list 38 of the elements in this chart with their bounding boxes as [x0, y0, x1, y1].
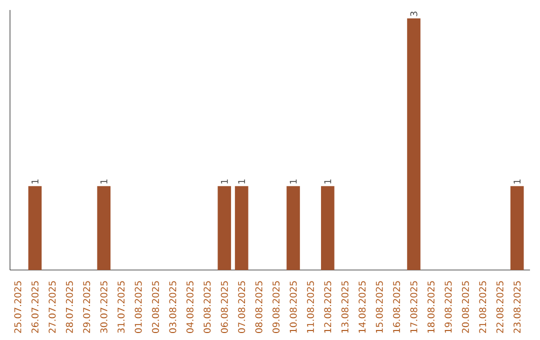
x-tick-label: 11.08.2025 — [306, 281, 314, 333]
x-tick-label: 02.08.2025 — [152, 281, 160, 333]
data-label: 1 — [290, 179, 297, 184]
x-tick-label: 09.08.2025 — [272, 281, 280, 333]
x-tick-label: 26.07.2025 — [31, 281, 38, 333]
data-label: 1 — [220, 179, 228, 184]
x-tick-label: 23.08.2025 — [514, 281, 521, 333]
x-tick-label: 19.08.2025 — [444, 281, 452, 333]
x-tick-label: 06.08.2025 — [220, 281, 228, 333]
x-tick-label: 12.08.2025 — [324, 281, 332, 333]
x-tick-label: 30.07.2025 — [100, 281, 108, 333]
x-tick-label: 25.07.2025 — [14, 281, 22, 333]
data-label: 1 — [238, 179, 245, 184]
x-tick-label: 27.07.2025 — [48, 281, 56, 333]
x-tick-label: 08.08.2025 — [255, 281, 262, 333]
data-label: 1 — [32, 179, 38, 184]
x-tick-label: 10.08.2025 — [290, 281, 297, 333]
x-tick-label: 29.07.2025 — [83, 281, 90, 333]
x-tick-label: 16.08.2025 — [393, 281, 400, 333]
x-tick-label: 28.07.2025 — [66, 281, 73, 333]
x-tick-label: 15.08.2025 — [376, 281, 383, 333]
x-tick-label: 21.08.2025 — [479, 281, 486, 333]
x-tick-label: 31.07.2025 — [118, 281, 125, 333]
data-label: 1 — [514, 179, 520, 184]
x-tick-label: 07.08.2025 — [238, 281, 246, 333]
data-label: 1 — [100, 179, 108, 184]
x-tick-label: 01.08.2025 — [134, 281, 142, 333]
x-tick-label: 22.08.2025 — [496, 281, 504, 333]
x-tick-label: 20.08.2025 — [462, 281, 469, 333]
x-tick-label: 14.08.2025 — [358, 281, 366, 333]
x-tick-label: 13.08.2025 — [341, 281, 348, 333]
data-label: 3 — [410, 12, 418, 16]
x-tick-label: 03.08.2025 — [169, 281, 176, 333]
x-tick-label: 17.08.2025 — [410, 281, 418, 333]
x-tick-label: 18.08.2025 — [427, 281, 435, 333]
x-tick-label: 05.08.2025 — [204, 281, 211, 333]
data-label: 1 — [324, 179, 332, 184]
x-tick-label: 04.08.2025 — [186, 281, 194, 333]
